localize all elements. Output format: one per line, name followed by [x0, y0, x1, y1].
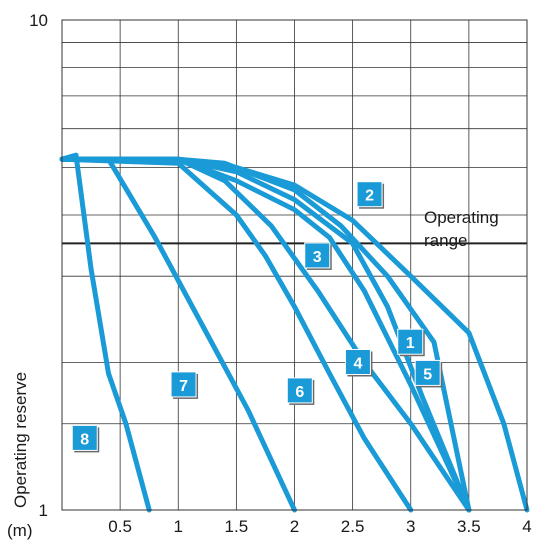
badge-8: 8 — [71, 424, 100, 453]
x-tick-label: 2.5 — [341, 517, 365, 536]
badge-1: 1 — [397, 328, 425, 357]
y-axis-label: Operating reserve — [11, 372, 30, 508]
badge-4: 4 — [344, 348, 373, 377]
x-tick-label: 3 — [406, 517, 415, 536]
x-tick-label: 4 — [522, 517, 531, 536]
x-tick-label: 3.5 — [457, 517, 481, 536]
badge-6: 6 — [286, 377, 315, 405]
x-tick-label: 2 — [290, 517, 299, 536]
y-tick-label: 1 — [39, 501, 48, 520]
curve-7 — [59, 156, 297, 513]
x-tick-label: 1 — [174, 517, 183, 536]
badge-5: 5 — [414, 359, 443, 388]
badge-label: 3 — [313, 249, 322, 266]
x-tick-label: 0.5 — [108, 517, 132, 536]
badge-label: 7 — [179, 378, 188, 395]
badge-label: 6 — [295, 384, 304, 401]
badge-label: 5 — [423, 366, 432, 383]
curve-8 — [59, 152, 152, 513]
badge-2: 2 — [356, 181, 385, 209]
axis-ticks: 0.5 1 1.5 2 2.5 3 3.5 4 1 10 — [29, 11, 532, 536]
badge-label: 8 — [80, 431, 89, 448]
badge-label: 1 — [406, 335, 415, 352]
x-unit-label: (m) — [7, 521, 32, 540]
operating-label-line1: Operating — [424, 208, 499, 227]
curve-badges: 1 2 3 4 5 6 7 8 — [71, 181, 443, 453]
badge-3: 3 — [304, 242, 332, 270]
x-tick-label: 1.5 — [225, 517, 249, 536]
badge-7: 7 — [170, 371, 199, 399]
badge-label: 2 — [365, 188, 374, 205]
y-tick-label: 10 — [29, 11, 48, 30]
badge-label: 4 — [353, 355, 362, 372]
operating-label-line2: range — [424, 231, 467, 250]
curve-6 — [59, 156, 414, 513]
plot-frame — [61, 19, 528, 511]
